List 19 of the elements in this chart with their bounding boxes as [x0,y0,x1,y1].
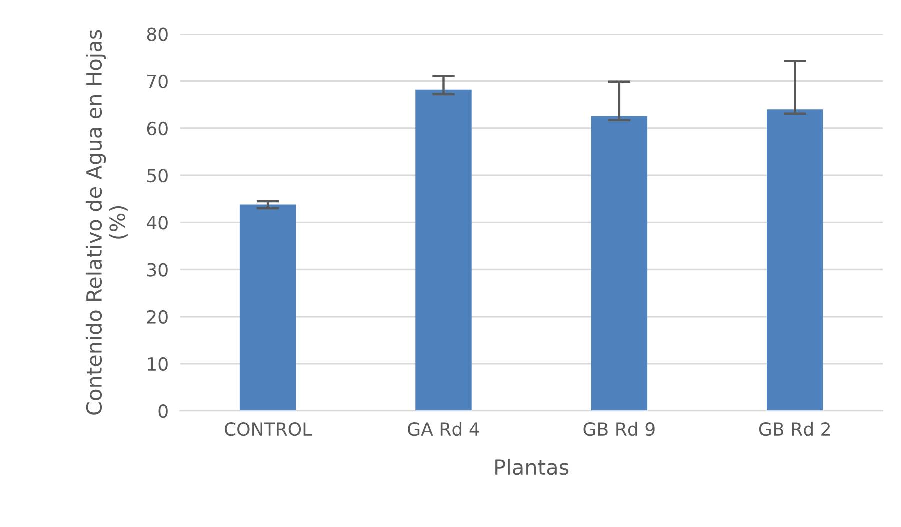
y-tick-label: 50 [148,169,168,183]
y-tick-label: 10 [148,357,168,372]
x-axis-title: Plantas [496,459,569,476]
x-tick-label: GB Rd 9 [584,422,655,436]
y-tick-label: 60 [147,122,168,136]
y-tick-label: 0 [158,404,168,418]
bar [767,110,824,412]
x-tick-label: CONTROL [224,422,312,436]
y-axis-title: Contenido Relativo de Agua en Hojas (%) [86,30,128,415]
y-tick-label: 80 [147,28,168,42]
y-tick-label: 30 [147,263,168,277]
bar [240,204,296,412]
bar [591,116,648,412]
y-tick-label: 40 [146,216,168,230]
x-tick-label: GA Rd 4 [408,422,480,436]
y-tick-label: 20 [147,310,168,324]
x-tick-label: GB Rd 2 [759,422,830,436]
bar [416,90,472,412]
y-tick-label: 70 [148,74,168,88]
